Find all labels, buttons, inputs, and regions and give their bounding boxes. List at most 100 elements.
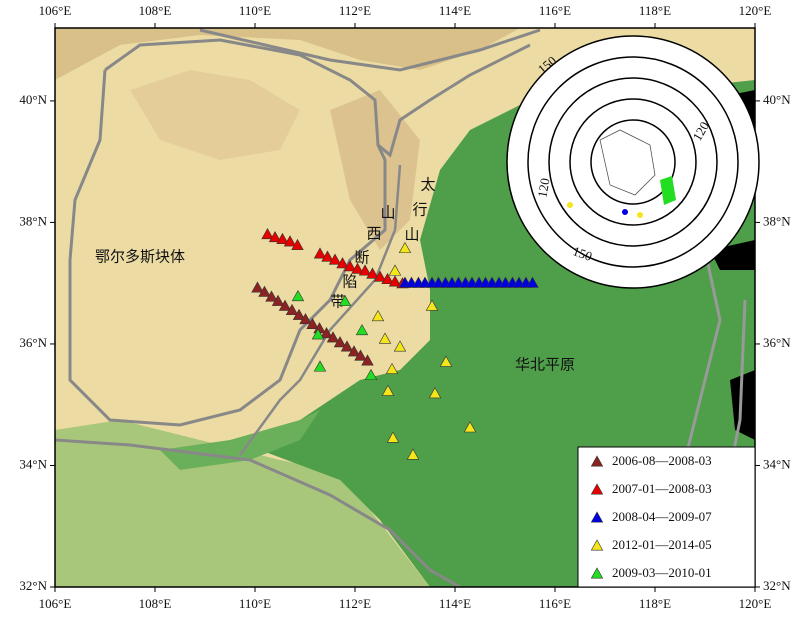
y-tick-label: 38°N bbox=[763, 213, 791, 228]
station bbox=[406, 448, 420, 460]
station bbox=[291, 238, 304, 251]
station bbox=[385, 362, 399, 374]
legend-label: 2006-08—2008-03 bbox=[612, 453, 712, 468]
station bbox=[313, 247, 327, 259]
station bbox=[320, 327, 333, 339]
station bbox=[313, 360, 327, 372]
x-tick-label: 110°E bbox=[239, 596, 271, 611]
station bbox=[268, 231, 282, 243]
station bbox=[388, 264, 402, 276]
y-tick-label: 40°N bbox=[19, 92, 47, 107]
region-label: 行 bbox=[412, 201, 427, 219]
station bbox=[425, 299, 439, 311]
legend-label: 2007-01—2008-03 bbox=[612, 481, 712, 496]
station bbox=[526, 276, 539, 288]
region-label: 陷 bbox=[342, 273, 357, 291]
x-tick-label: 120°E bbox=[739, 3, 772, 18]
legend-marker bbox=[590, 567, 604, 579]
x-tick-label: 118°E bbox=[639, 596, 671, 611]
legend-marker bbox=[590, 511, 604, 523]
y-tick-label: 32°N bbox=[19, 578, 47, 593]
legend bbox=[577, 446, 756, 588]
region-label: 断 bbox=[354, 249, 369, 267]
station bbox=[393, 340, 407, 352]
region-label: 太 bbox=[420, 176, 435, 194]
station bbox=[386, 431, 400, 443]
y-tick-label: 38°N bbox=[19, 213, 47, 228]
legend-marker bbox=[590, 455, 604, 467]
station bbox=[371, 309, 385, 322]
station bbox=[354, 349, 367, 361]
station bbox=[326, 331, 340, 343]
station bbox=[381, 272, 394, 285]
station bbox=[283, 235, 297, 247]
y-tick-label: 36°N bbox=[19, 335, 47, 350]
station bbox=[333, 336, 347, 348]
x-tick-label: 108°E bbox=[139, 596, 172, 611]
region-label: 鄂尔多斯块体 bbox=[95, 248, 185, 266]
station bbox=[381, 384, 395, 396]
station bbox=[366, 267, 379, 279]
station bbox=[261, 227, 274, 240]
y-tick-label: 40°N bbox=[763, 92, 791, 107]
x-tick-label: 114°E bbox=[439, 3, 471, 18]
legend-marker bbox=[590, 539, 604, 551]
station bbox=[336, 257, 349, 269]
legend-label: 2008-04—2009-07 bbox=[612, 509, 712, 524]
legend-marker bbox=[590, 483, 604, 495]
x-tick-label: 118°E bbox=[639, 3, 671, 18]
station bbox=[328, 253, 342, 265]
station bbox=[428, 387, 442, 399]
y-tick-label: 34°N bbox=[763, 456, 791, 471]
map-frame bbox=[54, 27, 756, 588]
station bbox=[276, 232, 289, 244]
ring-label: 120 bbox=[534, 177, 552, 199]
legend-label: 2012-01—2014-05 bbox=[612, 537, 712, 552]
y-tick-label: 36°N bbox=[763, 335, 791, 350]
station bbox=[265, 290, 278, 302]
x-tick-label: 106°E bbox=[39, 3, 72, 18]
station bbox=[463, 421, 477, 433]
station bbox=[388, 275, 402, 287]
station bbox=[361, 354, 374, 366]
station bbox=[340, 340, 354, 352]
station bbox=[338, 294, 352, 306]
x-tick-label: 114°E bbox=[439, 596, 471, 611]
region-label: 西 bbox=[366, 225, 381, 243]
region-label: 华北平原 bbox=[515, 356, 575, 374]
station bbox=[299, 313, 312, 325]
station bbox=[347, 345, 361, 357]
station bbox=[343, 260, 357, 272]
station bbox=[351, 262, 364, 274]
x-tick-label: 116°E bbox=[539, 596, 571, 611]
y-tick-label: 34°N bbox=[19, 456, 47, 471]
x-tick-label: 120°E bbox=[739, 596, 772, 611]
inset: 150 120 120 150 bbox=[506, 35, 760, 289]
station bbox=[258, 285, 271, 297]
station bbox=[358, 264, 372, 276]
x-tick-label: 112°E bbox=[339, 596, 371, 611]
ring-label: 150 bbox=[571, 243, 594, 264]
station bbox=[291, 289, 305, 302]
station bbox=[398, 241, 412, 254]
station bbox=[373, 270, 387, 282]
x-tick-label: 108°E bbox=[139, 3, 172, 18]
station bbox=[311, 328, 325, 340]
x-tick-label: 112°E bbox=[339, 3, 371, 18]
station bbox=[364, 368, 378, 381]
x-tick-label: 110°E bbox=[239, 3, 271, 18]
station bbox=[378, 332, 392, 344]
region-label: 山 bbox=[404, 226, 419, 244]
station bbox=[271, 294, 285, 306]
station bbox=[306, 317, 319, 330]
station bbox=[439, 355, 453, 367]
station bbox=[292, 308, 306, 320]
x-tick-label: 106°E bbox=[39, 596, 72, 611]
region-label: 带 bbox=[330, 293, 345, 311]
station bbox=[278, 299, 292, 311]
station bbox=[251, 281, 264, 293]
legend-label: 2009-03—2010-01 bbox=[612, 565, 712, 580]
y-tick-label: 32°N bbox=[763, 578, 791, 593]
region-label: 山 bbox=[380, 204, 395, 222]
